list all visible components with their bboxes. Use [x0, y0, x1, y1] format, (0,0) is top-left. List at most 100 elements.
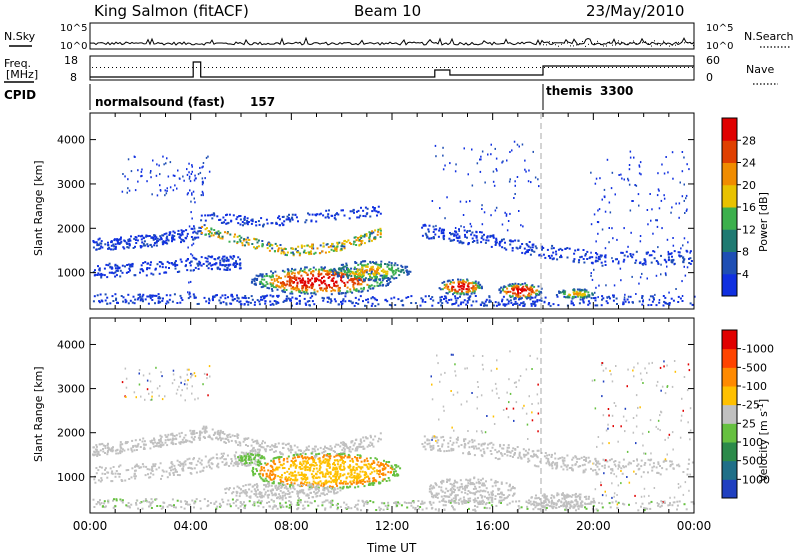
- power-scatter-point: [457, 278, 459, 281]
- power-scatter-point: [148, 267, 151, 270]
- power-scatter-point: [310, 287, 313, 290]
- power-scatter-point: [243, 215, 246, 218]
- power-scatter-point: [270, 222, 273, 225]
- power-scatter-point: [628, 168, 631, 171]
- power-scatter-point: [435, 228, 438, 231]
- power-scatter-point: [645, 252, 648, 255]
- velocity-scatter-point: [468, 453, 471, 455]
- power-scatter-point: [470, 292, 473, 295]
- power-scatter-point: [628, 183, 631, 186]
- power-scatter-point: [241, 244, 244, 247]
- power-scatter-point: [685, 197, 687, 200]
- power-scatter-point: [276, 279, 279, 282]
- velocity-scatter-point: [651, 469, 654, 472]
- power-scatter-point: [584, 254, 587, 257]
- power-scatter-point: [457, 304, 460, 307]
- velocity-scatter-point: [350, 441, 353, 444]
- power-scatter-point: [360, 234, 363, 237]
- velocity-scatter-point: [457, 445, 460, 448]
- power-scatter-point: [498, 288, 501, 291]
- power-scatter-point: [596, 253, 599, 256]
- power-scatter-point: [328, 286, 331, 289]
- velocity-scatter-point: [531, 450, 534, 453]
- velocity-scatter-point: [556, 465, 559, 468]
- power-scatter-point: [393, 296, 396, 299]
- velocity-scatter-point: [417, 507, 420, 510]
- power-scatter-point: [628, 164, 631, 166]
- velocity-scatter-point: [198, 457, 201, 460]
- power-scatter-point: [509, 151, 511, 153]
- power-scatter-point: [208, 230, 211, 233]
- power-scatter-point: [306, 273, 309, 276]
- velocity-scatter-point: [665, 459, 668, 462]
- velocity-scatter-point: [271, 470, 274, 473]
- velocity-scatter-point: [245, 465, 248, 467]
- power-scatter-point: [394, 271, 397, 274]
- velocity-scatter-point: [291, 478, 294, 481]
- power-scatter-point: [189, 280, 192, 283]
- power-scatter-point: [391, 271, 394, 274]
- velocity-scatter-point: [154, 441, 157, 444]
- power-scatter-point: [162, 297, 164, 300]
- velocity-scatter-point: [274, 444, 276, 447]
- nave-point: [228, 67, 229, 68]
- power-scatter-point: [149, 294, 152, 297]
- power-scatter-point: [124, 265, 126, 268]
- power-scatter-point: [521, 287, 524, 290]
- power-scatter-point: [314, 268, 317, 271]
- power-scatter-point: [371, 296, 374, 299]
- power-scatter-point: [672, 299, 675, 302]
- power-scatter-point: [677, 251, 680, 254]
- velocity-scatter-point: [106, 471, 109, 474]
- power-scatter-point: [266, 222, 269, 225]
- noise-panel-frame: [89, 22, 695, 50]
- power-scatter-point: [275, 274, 278, 277]
- power-scatter-point: [176, 187, 178, 190]
- power-scatter-point: [459, 278, 462, 281]
- velocity-scatter-point: [103, 500, 106, 503]
- power-scatter-point: [341, 302, 344, 305]
- power-scatter-point: [538, 254, 541, 257]
- power-scatter-point: [353, 211, 355, 214]
- velocity-scatter-point: [241, 463, 244, 466]
- velocity-scatter-point: [463, 440, 466, 443]
- power-scatter-point: [297, 271, 299, 274]
- velocity-scatter-point: [106, 444, 109, 447]
- colorbar-tick-label: 20: [742, 179, 756, 192]
- velocity-scatter-point: [448, 449, 451, 452]
- velocity-scatter-point: [598, 501, 601, 504]
- velocity-scatter-point: [235, 504, 238, 507]
- power-scatter-point: [606, 296, 609, 299]
- power-scatter-point: [517, 292, 520, 295]
- nave-point: [272, 67, 273, 68]
- velocity-scatter-point: [110, 480, 113, 483]
- velocity-scatter-point: [101, 442, 104, 445]
- velocity-scatter-point: [483, 442, 486, 445]
- power-scatter-point: [641, 272, 643, 275]
- power-scatter-point: [598, 255, 600, 258]
- freq-label-1: Freq.: [4, 57, 31, 70]
- power-scatter-point: [672, 259, 675, 262]
- power-scatter-point: [404, 265, 407, 268]
- velocity-scatter-point: [580, 456, 583, 459]
- power-scatter-point: [471, 287, 474, 290]
- power-scatter-point: [271, 247, 274, 250]
- velocity-scatter-point: [284, 501, 287, 504]
- power-scatter-point: [529, 246, 532, 249]
- velocity-scatter-point: [417, 500, 420, 502]
- power-scatter-point: [188, 291, 191, 294]
- nave-point: [604, 67, 605, 68]
- power-scatter-point: [473, 287, 476, 290]
- power-scatter-point: [193, 179, 196, 182]
- power-scatter-point: [316, 290, 319, 293]
- velocity-scatter-point: [372, 445, 375, 448]
- velocity-scatter-point: [272, 505, 275, 508]
- power-scatter-point: [311, 300, 314, 303]
- velocity-scatter-point: [339, 445, 342, 448]
- power-scatter-point: [534, 296, 537, 299]
- power-scatter-point: [531, 288, 534, 291]
- velocity-scatter-point: [663, 502, 666, 504]
- power-scatter-point: [419, 304, 422, 307]
- power-scatter-point: [225, 264, 228, 267]
- power-scatter-point: [498, 242, 501, 245]
